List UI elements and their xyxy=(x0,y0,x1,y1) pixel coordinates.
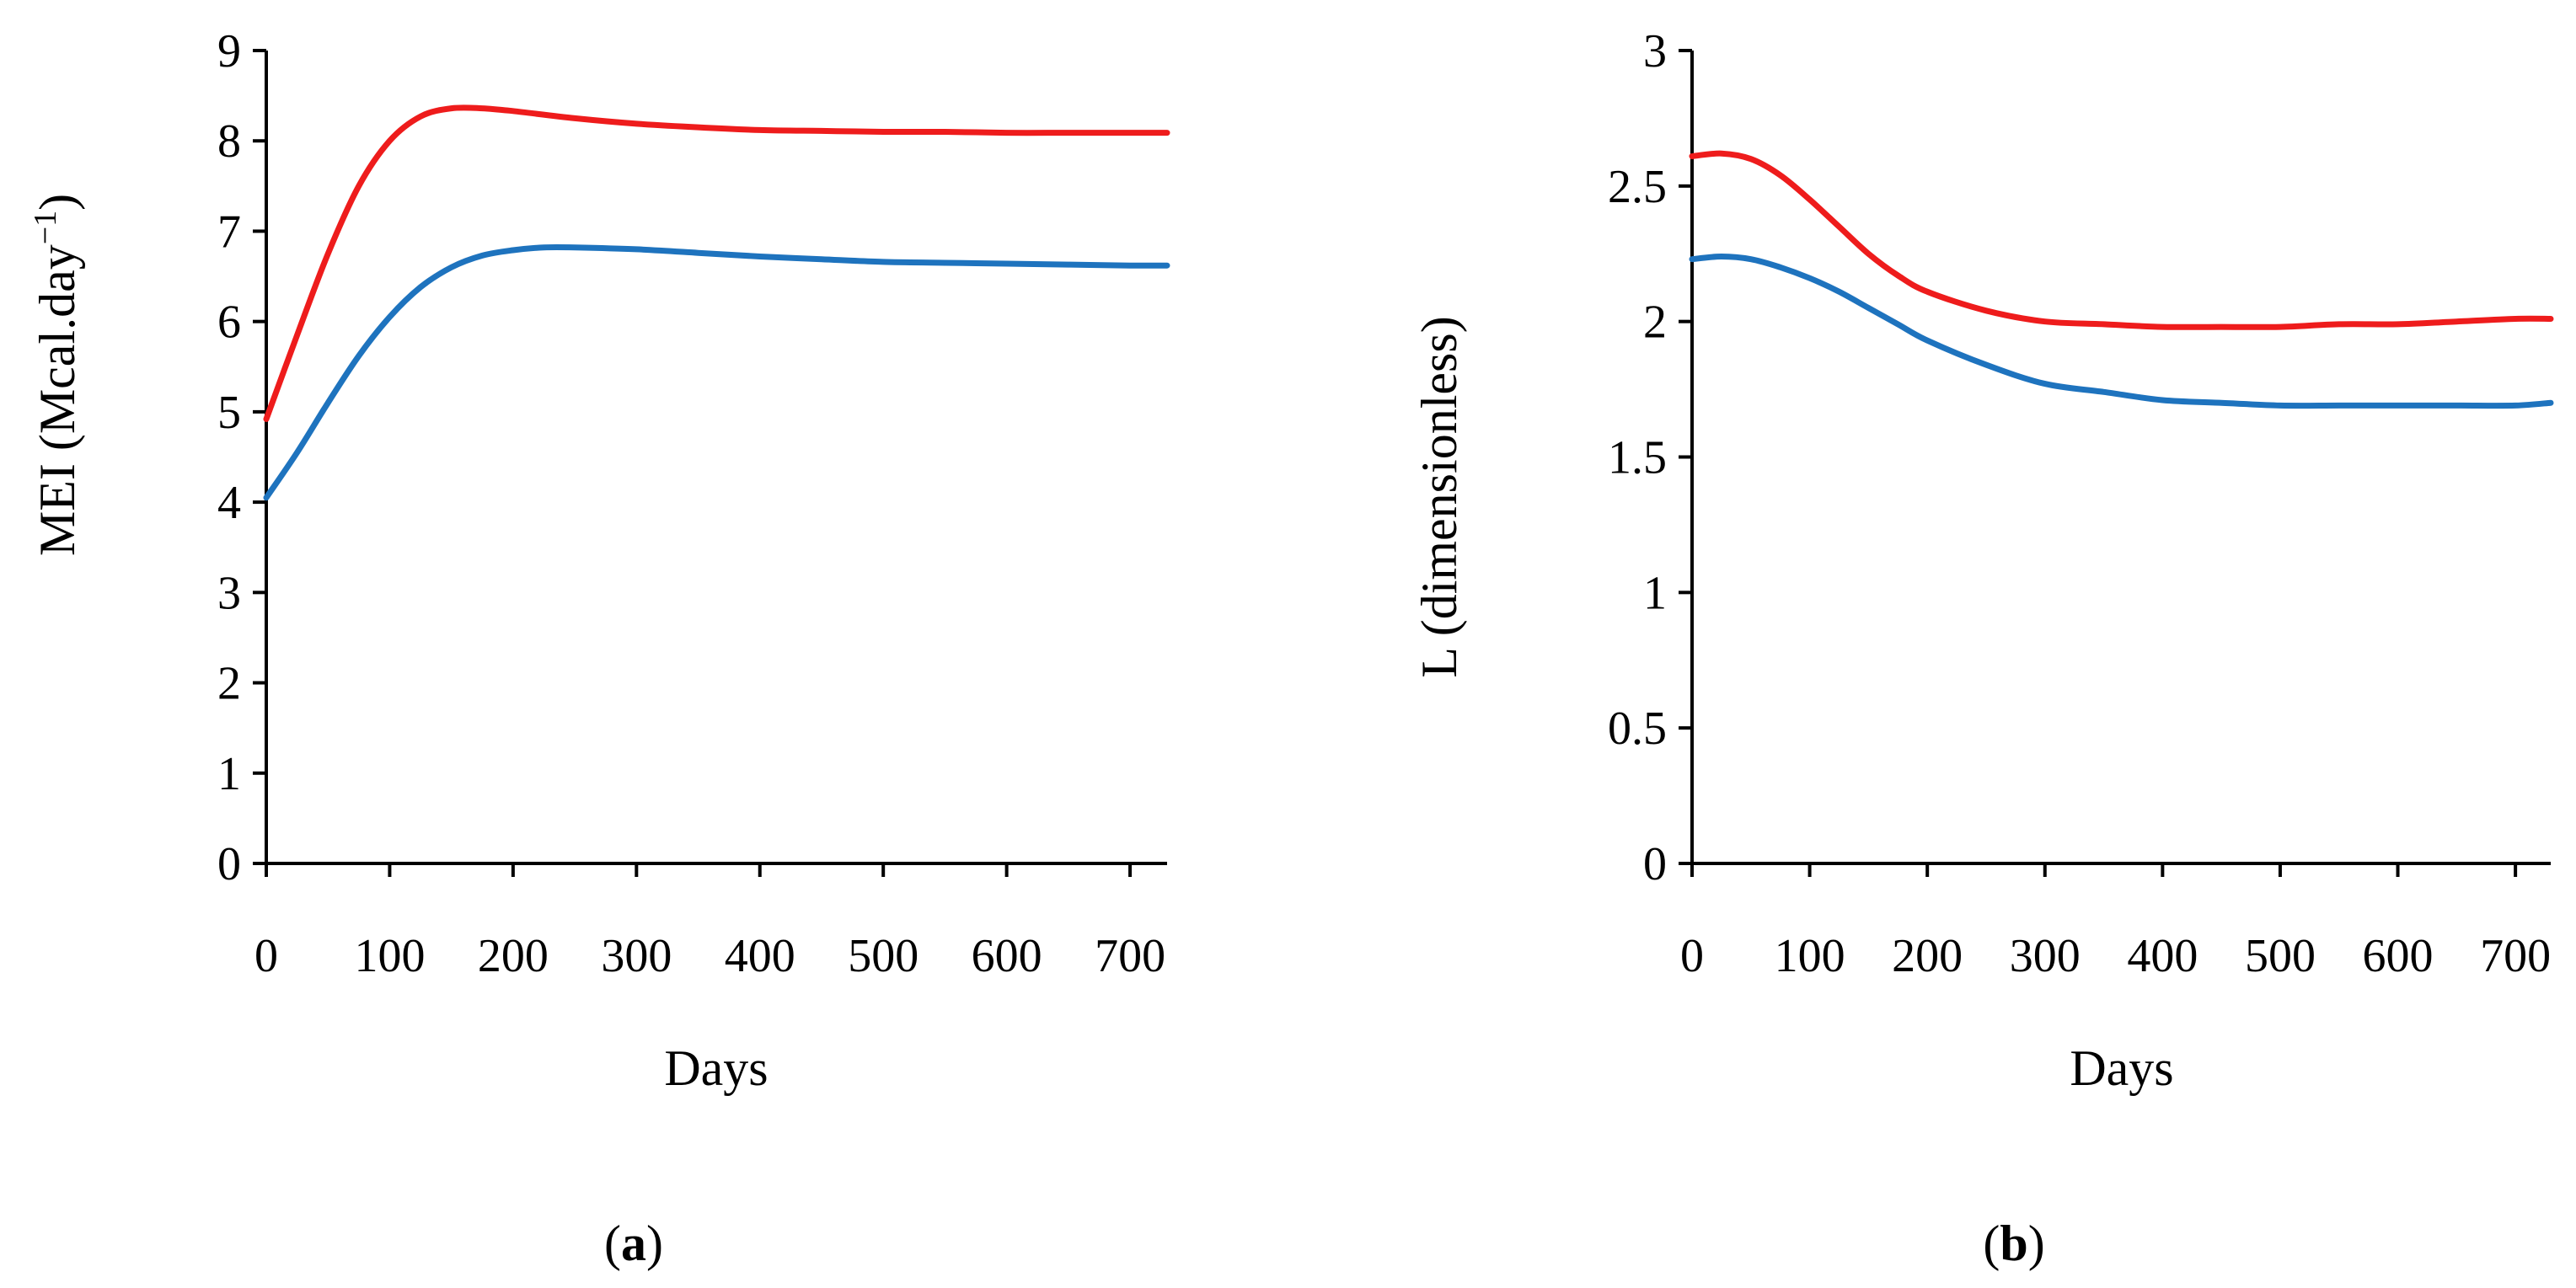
x-tick-label: 0 xyxy=(1680,930,1704,982)
y-tick-label: 7 xyxy=(217,206,241,258)
x-tick-label: 300 xyxy=(2010,930,2081,982)
y-tick-label: 4 xyxy=(217,477,241,529)
x-axis-title: Days xyxy=(2070,1040,2173,1096)
y-tick-label: 2 xyxy=(1643,297,1667,349)
x-tick-label: 400 xyxy=(725,930,795,982)
x-tick-label: 200 xyxy=(478,930,549,982)
x-tick-label: 100 xyxy=(354,930,425,982)
x-tick-label: 500 xyxy=(848,930,918,982)
panel-label-b: (b) xyxy=(1983,1216,2044,1271)
y-tick-label: 2.5 xyxy=(1608,161,1667,213)
y-tick-label: 3 xyxy=(1643,25,1667,77)
panel-label-a: (a) xyxy=(604,1216,663,1271)
x-tick-label: 300 xyxy=(601,930,672,982)
y-tick-label: 9 xyxy=(217,25,241,77)
x-tick-label: 600 xyxy=(2363,930,2434,982)
y-tick-label: 0 xyxy=(217,838,241,890)
y-tick-label: 3 xyxy=(217,567,241,619)
x-tick-label: 400 xyxy=(2127,930,2198,982)
y-axis-title: L (dimensionless) xyxy=(1411,316,1467,677)
y-tick-label: 6 xyxy=(217,297,241,349)
x-tick-label: 700 xyxy=(1095,930,1165,982)
x-tick-label: 0 xyxy=(254,930,278,982)
series-line-red xyxy=(263,104,1170,422)
chart-panel-b: 0 0.5 1 1.5 2 2.5 3 0 100 200 300 400 500 600 700 Day… xyxy=(1411,25,2554,1271)
y-tick-label: 1 xyxy=(217,748,241,800)
y-tick-label: 1 xyxy=(1643,567,1667,619)
y-tick-label: 2 xyxy=(217,658,241,710)
y-tick-label: 1.5 xyxy=(1608,432,1667,484)
chart-panel-a: 0 1 2 3 4 5 6 7 8 9 0 100 200 300 400 500 600 700 Days M… xyxy=(28,25,1170,1271)
series-line-red xyxy=(1689,150,2554,330)
y-tick-label: 0 xyxy=(1643,838,1667,890)
x-tick-label: 700 xyxy=(2480,930,2551,982)
y-tick-label: 8 xyxy=(217,115,241,168)
y-axis-title: MEI (Mcal.day−1) xyxy=(28,194,85,556)
series-line-blue xyxy=(263,243,1170,501)
x-tick-label: 600 xyxy=(972,930,1042,982)
x-tick-label: 500 xyxy=(2245,930,2316,982)
y-tick-label: 0.5 xyxy=(1608,703,1667,755)
x-axis-title: Days xyxy=(664,1040,768,1096)
x-tick-label: 200 xyxy=(1892,930,1963,982)
x-tick-label: 100 xyxy=(1775,930,1845,982)
y-tick-label: 5 xyxy=(217,387,241,439)
series-line-blue xyxy=(1689,254,2554,409)
